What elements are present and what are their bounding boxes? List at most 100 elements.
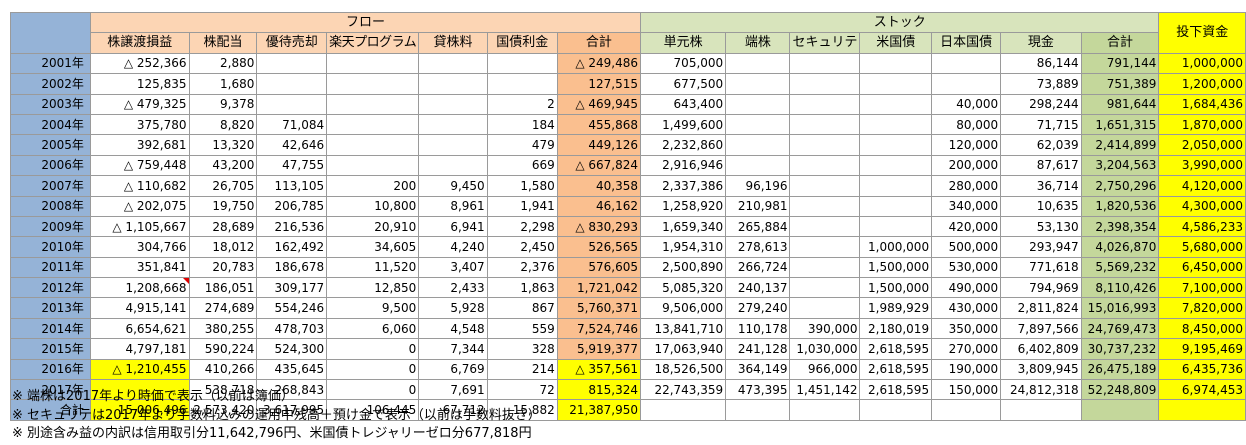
- data-cell[interactable]: 3,809,945: [1000, 358, 1082, 381]
- data-cell[interactable]: [725, 154, 791, 177]
- data-cell[interactable]: 46,162: [556, 195, 642, 217]
- data-cell[interactable]: 375,780: [89, 113, 190, 136]
- data-cell[interactable]: 40,000: [931, 93, 1002, 115]
- data-cell[interactable]: 2,450: [486, 236, 558, 258]
- data-cell[interactable]: 2,414,899: [1080, 134, 1160, 156]
- data-cell[interactable]: 206,785: [256, 195, 328, 217]
- data-cell[interactable]: 2,376: [486, 256, 558, 279]
- data-cell[interactable]: 13,841,710: [640, 317, 727, 340]
- data-cell[interactable]: 1,680: [188, 73, 258, 95]
- data-cell[interactable]: 364,149: [725, 358, 791, 381]
- data-cell[interactable]: 162,492: [256, 236, 328, 258]
- data-cell[interactable]: 26,475,189: [1080, 358, 1160, 381]
- data-cell[interactable]: 200,000: [931, 154, 1002, 177]
- data-cell[interactable]: [725, 73, 791, 95]
- data-cell[interactable]: 125,835: [89, 73, 190, 95]
- data-cell[interactable]: △ 479,325: [89, 93, 190, 115]
- data-cell[interactable]: 705,000: [640, 52, 727, 75]
- data-cell[interactable]: △ 469,945: [556, 93, 642, 115]
- data-cell[interactable]: 669: [486, 154, 558, 177]
- column-header[interactable]: 日本国債: [931, 32, 1002, 54]
- data-cell[interactable]: 1,030,000: [789, 338, 861, 360]
- data-cell[interactable]: 390,000: [789, 317, 861, 340]
- data-cell[interactable]: 268,843: [256, 379, 328, 401]
- data-cell[interactable]: 80,000: [931, 113, 1002, 136]
- total-cell[interactable]: [789, 399, 861, 421]
- data-cell[interactable]: 340,000: [931, 195, 1002, 217]
- data-cell[interactable]: 478,703: [256, 317, 328, 340]
- data-cell[interactable]: [859, 52, 933, 75]
- data-cell[interactable]: 410,266: [188, 358, 258, 381]
- data-cell[interactable]: 351,841: [89, 256, 190, 279]
- data-cell[interactable]: 4,915,141: [89, 297, 190, 319]
- data-cell[interactable]: 150,000: [931, 379, 1002, 401]
- total-cell[interactable]: 67,712: [418, 399, 488, 421]
- data-cell[interactable]: [486, 73, 558, 95]
- data-cell[interactable]: △ 830,293: [556, 215, 642, 238]
- data-cell[interactable]: 2: [486, 93, 558, 115]
- data-cell[interactable]: 4,300,000: [1158, 195, 1246, 217]
- data-cell[interactable]: 18,526,500: [640, 358, 727, 381]
- data-cell[interactable]: [789, 73, 861, 95]
- data-cell[interactable]: 18,012: [188, 236, 258, 258]
- data-cell[interactable]: 1,863: [486, 277, 558, 299]
- data-cell[interactable]: 380,255: [188, 317, 258, 340]
- data-cell[interactable]: 47,755: [256, 154, 328, 177]
- data-cell[interactable]: 1,954,310: [640, 236, 727, 258]
- data-cell[interactable]: 309,177: [256, 277, 328, 299]
- data-cell[interactable]: [931, 73, 1002, 95]
- data-cell[interactable]: 867: [486, 297, 558, 319]
- data-cell[interactable]: 2,618,595: [859, 338, 933, 360]
- data-cell[interactable]: 270,000: [931, 338, 1002, 360]
- data-cell[interactable]: 1,659,340: [640, 215, 727, 238]
- data-cell[interactable]: 530,000: [931, 256, 1002, 279]
- data-cell[interactable]: [859, 154, 933, 177]
- data-cell[interactable]: 1,721,042: [556, 277, 642, 299]
- column-header[interactable]: セキュリテ: [789, 32, 861, 54]
- column-header[interactable]: 米国債: [859, 32, 933, 54]
- year-cell[interactable]: 2012年: [10, 277, 91, 299]
- data-cell[interactable]: 526,565: [556, 236, 642, 258]
- total-cell[interactable]: 21,387,950: [556, 399, 642, 421]
- data-cell[interactable]: 293,947: [1000, 236, 1082, 258]
- data-cell[interactable]: [789, 236, 861, 258]
- total-cell[interactable]: 106,445: [326, 399, 420, 421]
- data-cell[interactable]: 15,016,993: [1080, 297, 1160, 319]
- data-cell[interactable]: 40,358: [556, 175, 642, 197]
- data-cell[interactable]: 113,105: [256, 175, 328, 197]
- data-cell[interactable]: [789, 277, 861, 299]
- data-cell[interactable]: 13,320: [188, 134, 258, 156]
- data-cell[interactable]: 24,769,473: [1080, 317, 1160, 340]
- total-cell[interactable]: [640, 399, 727, 421]
- data-cell[interactable]: [418, 52, 488, 75]
- data-cell[interactable]: 7,691: [418, 379, 488, 401]
- data-cell[interactable]: 5,680,000: [1158, 236, 1246, 258]
- data-cell[interactable]: 1,000,000: [859, 236, 933, 258]
- data-cell[interactable]: 2,750,296: [1080, 175, 1160, 197]
- data-cell[interactable]: 4,586,233: [1158, 215, 1246, 238]
- data-cell[interactable]: 9,500: [326, 297, 420, 319]
- data-cell[interactable]: 2,880: [188, 52, 258, 75]
- data-cell[interactable]: 4,120,000: [1158, 175, 1246, 197]
- data-cell[interactable]: 1,580: [486, 175, 558, 197]
- data-cell[interactable]: 2,811,824: [1000, 297, 1082, 319]
- data-cell[interactable]: 479: [486, 134, 558, 156]
- total-cell[interactable]: [1000, 399, 1082, 421]
- data-cell[interactable]: 455,868: [556, 113, 642, 136]
- data-cell[interactable]: [789, 134, 861, 156]
- data-cell[interactable]: 24,812,318: [1000, 379, 1082, 401]
- data-cell[interactable]: 278,613: [725, 236, 791, 258]
- data-cell[interactable]: [859, 134, 933, 156]
- year-cell[interactable]: 2013年: [10, 297, 91, 319]
- data-cell[interactable]: [859, 73, 933, 95]
- data-cell[interactable]: 186,051: [188, 277, 258, 299]
- data-cell[interactable]: △ 759,448: [89, 154, 190, 177]
- data-cell[interactable]: 72: [486, 379, 558, 401]
- year-cell[interactable]: 2007年: [10, 175, 91, 197]
- data-cell[interactable]: 435,645: [256, 358, 328, 381]
- data-cell[interactable]: [418, 134, 488, 156]
- data-cell[interactable]: 6,402,809: [1000, 338, 1082, 360]
- data-cell[interactable]: [789, 195, 861, 217]
- data-cell[interactable]: 5,928: [418, 297, 488, 319]
- data-cell[interactable]: [326, 73, 420, 95]
